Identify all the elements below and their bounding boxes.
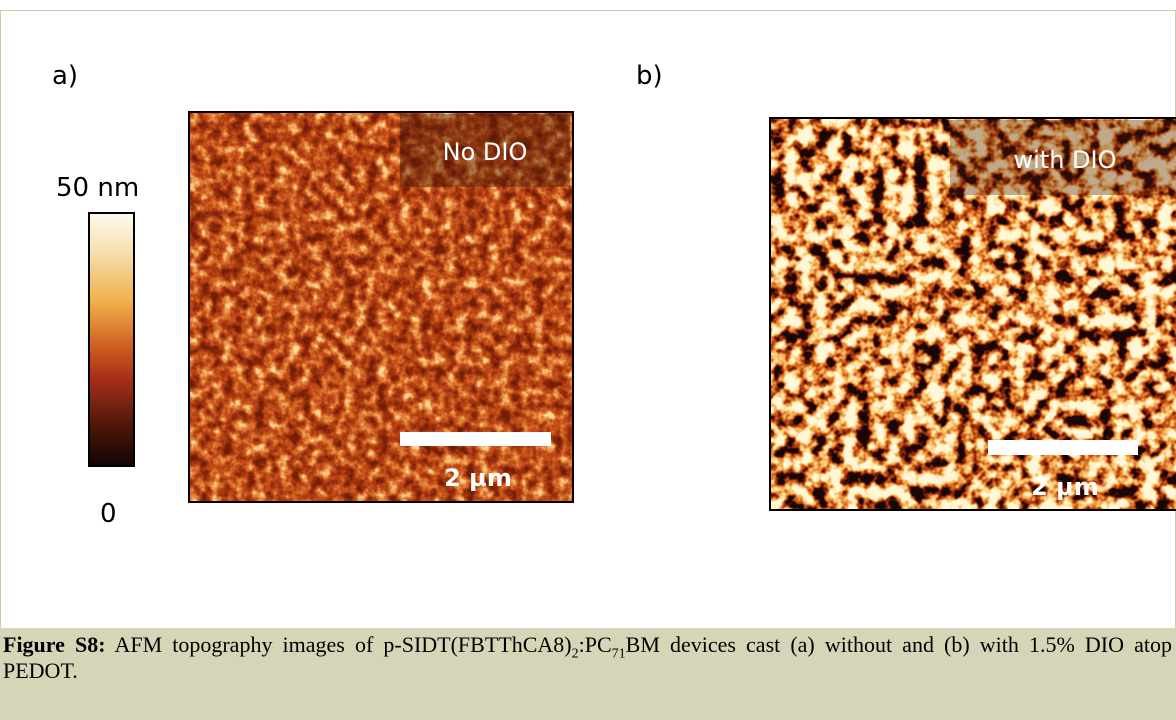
caption-subscript: 71 (611, 646, 626, 662)
caption: Figure S8: AFM topography images of p-SI… (0, 628, 1176, 720)
panel-label: b) (636, 61, 663, 91)
image-frame (188, 111, 574, 503)
overlay-label: with DIO (1014, 146, 1117, 174)
caption-text: :PC (578, 632, 612, 657)
caption-text: AFM topography images of p-SIDT(FBTThCA8… (105, 632, 572, 657)
label-box (950, 120, 1176, 195)
scale-label: 2 µm (444, 464, 512, 492)
image-frame (769, 117, 1176, 511)
colorbar-max: 50 nm (56, 173, 139, 203)
scale-bar (988, 440, 1138, 455)
scale-bar (400, 432, 551, 446)
caption-subscript: 2 (571, 646, 579, 662)
caption-text: BM devices cast (a) without and (b) with… (3, 632, 1172, 683)
caption-label: Figure S8: (3, 632, 106, 657)
colorbar (88, 212, 135, 467)
overlay-label: No DIO (443, 138, 528, 166)
panel-label: a) (52, 61, 78, 91)
label-box (400, 114, 570, 187)
scale-label: 2 µm (1031, 473, 1099, 501)
colorbar-min: 0 (100, 499, 117, 529)
